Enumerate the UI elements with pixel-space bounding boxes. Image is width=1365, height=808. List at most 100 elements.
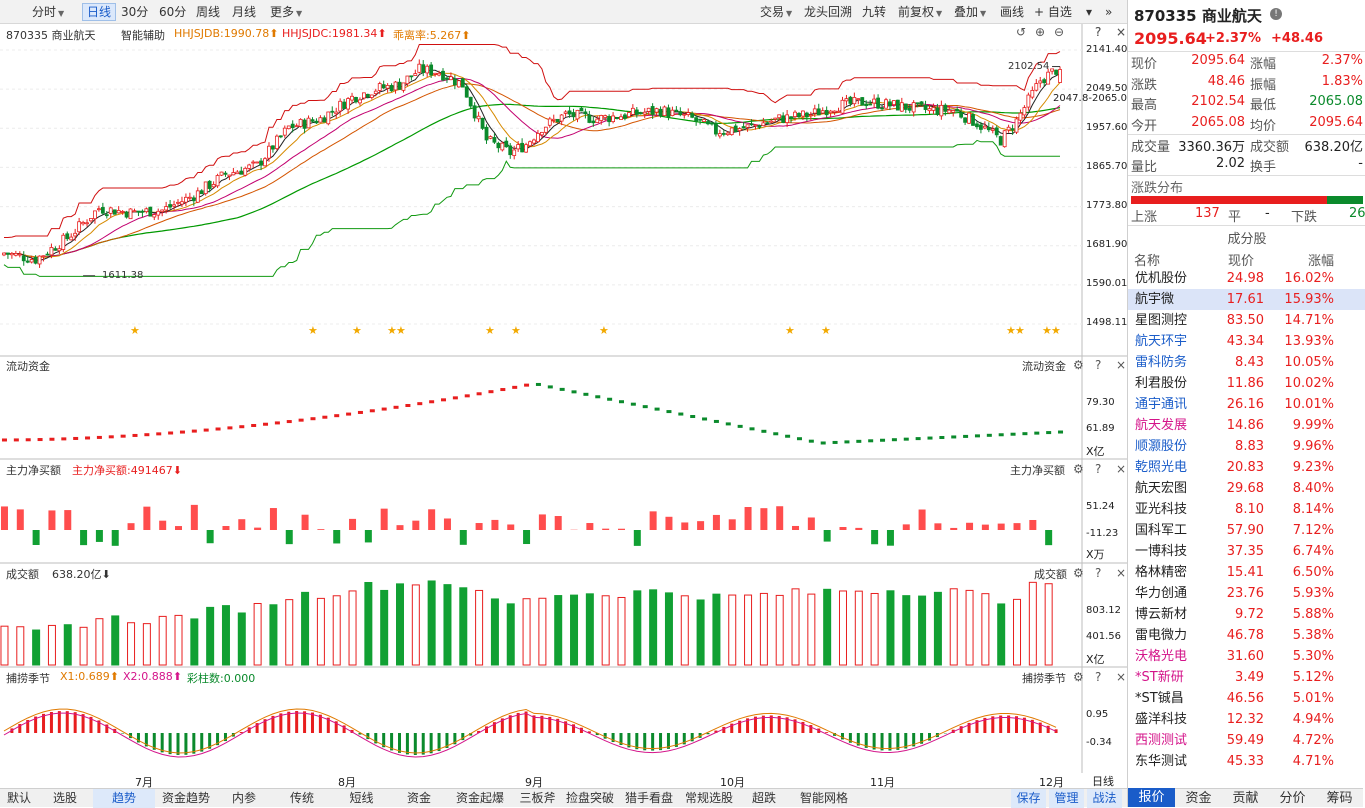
bottom-right-2[interactable]: 战法 <box>1087 789 1122 808</box>
strategy-tab-2[interactable]: 趋势 <box>93 789 155 808</box>
close-icon[interactable]: × <box>1116 567 1126 579</box>
zoom-in-icon[interactable]: ⊕ <box>1035 26 1045 38</box>
period-3[interactable]: 60分 <box>155 3 190 21</box>
help-icon[interactable]: ? <box>1095 359 1101 371</box>
strategy-tab-10[interactable]: 捡盘突破 <box>562 789 618 808</box>
candle <box>430 65 433 75</box>
turnover-bar <box>286 600 293 665</box>
close-icon[interactable]: × <box>1116 26 1126 38</box>
toolbar-right-0[interactable]: 交易▼ <box>756 3 796 21</box>
turnover-bar <box>618 597 625 665</box>
strategy-tab-11[interactable]: 猎手看盘 <box>620 789 678 808</box>
period-6[interactable]: 更多▼ <box>266 3 306 21</box>
period-0[interactable]: 分时▼ <box>28 3 68 21</box>
info-icon[interactable]: ! <box>1270 8 1282 20</box>
close-icon[interactable]: × <box>1116 671 1126 683</box>
toolbar-right-2[interactable]: 九转 <box>858 3 890 21</box>
candle <box>707 121 710 123</box>
quote-tab-4[interactable]: 筹码 <box>1316 788 1363 807</box>
strategy-tab-7[interactable]: 资金 <box>393 789 445 808</box>
period-2[interactable]: 30分 <box>117 3 152 21</box>
strategy-tab-12[interactable]: 常规选股 <box>680 789 738 808</box>
close-icon[interactable]: × <box>1116 463 1126 475</box>
quote-tab-3[interactable]: 分价 <box>1269 788 1316 807</box>
help-icon[interactable]: ? <box>1095 463 1101 475</box>
strategy-tab-4[interactable]: 内参 <box>218 789 270 808</box>
gear-icon[interactable]: ⚙ <box>1073 671 1084 683</box>
toolbar-right-7[interactable]: ▾ <box>1082 3 1096 21</box>
candle <box>794 112 797 116</box>
period-1[interactable]: 日线 <box>82 3 116 21</box>
toolbar-right-4[interactable]: 叠加▼ <box>950 3 990 21</box>
vol-label: 成交量 <box>1131 136 1170 155</box>
net-buy-bar <box>982 525 989 530</box>
candle <box>888 102 891 106</box>
quote-tab-1[interactable]: 资金 <box>1175 788 1222 807</box>
candle <box>671 110 674 115</box>
flow-mark <box>761 430 766 433</box>
strategy-tab-8[interactable]: 资金起爆 <box>447 789 513 808</box>
candle <box>817 109 820 115</box>
gear-icon[interactable]: ⚙ <box>1073 463 1084 475</box>
quote-tab-2[interactable]: 贡献 <box>1222 788 1269 807</box>
strategy-tab-14[interactable]: 智能网格 <box>790 789 858 808</box>
season-bar <box>406 733 409 754</box>
turnover-bar <box>175 615 182 665</box>
toolbar-right-5[interactable]: 画线 <box>996 3 1028 21</box>
period-4[interactable]: 周线 <box>192 3 224 21</box>
help-icon[interactable]: ? <box>1095 26 1101 38</box>
gear-icon[interactable]: ⚙ <box>1073 567 1084 579</box>
strategy-tab-1[interactable]: 选股 <box>40 789 90 808</box>
toolbar-right-8[interactable]: » <box>1101 3 1116 21</box>
toolbar-right-6[interactable]: + 自选 <box>1030 3 1076 21</box>
candle <box>220 172 223 175</box>
candle <box>1027 95 1030 107</box>
strategy-tab-5[interactable]: 传统 <box>273 789 331 808</box>
help-icon[interactable]: ? <box>1095 671 1101 683</box>
toolbar-right-1[interactable]: 龙头回溯 <box>800 3 856 21</box>
strategy-tab-0[interactable]: 默认 <box>0 789 38 808</box>
zoom-out-icon[interactable]: ⊖ <box>1054 26 1064 38</box>
turnover-bar <box>824 589 831 665</box>
strategy-tab-3[interactable]: 资金趋势 <box>157 789 215 808</box>
ma-line <box>4 104 1060 257</box>
toolbar-right-3[interactable]: 前复权▼ <box>894 3 946 21</box>
undo-icon[interactable]: ↺ <box>1016 26 1026 38</box>
candle <box>418 64 421 72</box>
gear-icon[interactable]: ⚙ <box>1073 359 1084 371</box>
strategy-tab-13[interactable]: 超跌 <box>740 789 788 808</box>
quote-tab-0[interactable]: 报价 <box>1128 788 1175 807</box>
strategy-tab-9[interactable]: 三板斧 <box>515 789 560 808</box>
period-5[interactable]: 月线 <box>228 3 260 21</box>
strategy-tab-6[interactable]: 短线 <box>333 789 390 808</box>
bottom-right-1[interactable]: 管理 <box>1049 789 1084 808</box>
help-icon[interactable]: ? <box>1095 567 1101 579</box>
close-icon[interactable]: × <box>1116 359 1126 371</box>
bottom-right-0[interactable]: 保存 <box>1011 789 1046 808</box>
